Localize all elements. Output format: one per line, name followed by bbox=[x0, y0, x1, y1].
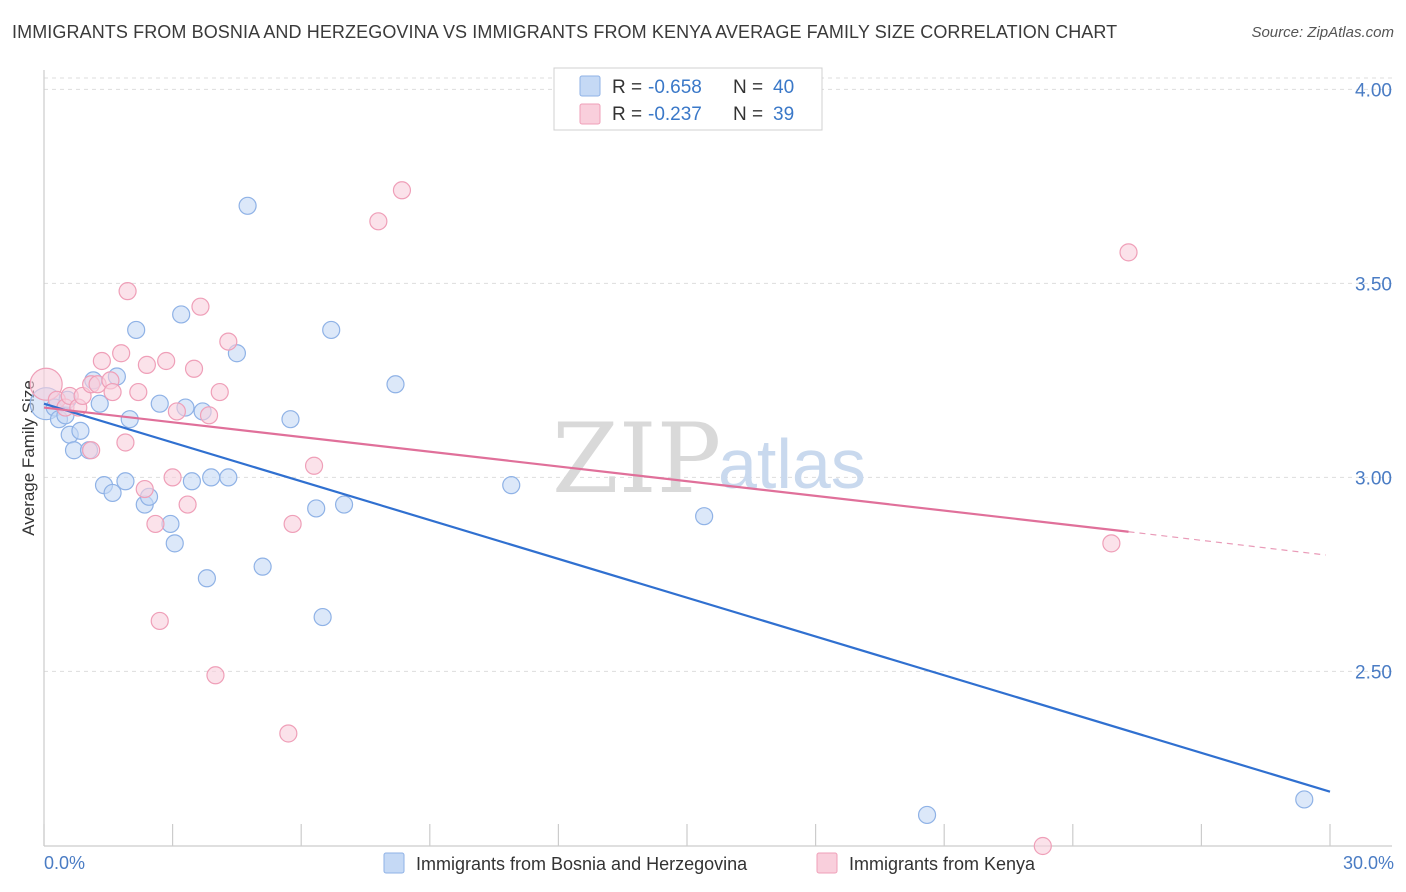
legend-n-value-bosnia: 40 bbox=[773, 77, 794, 98]
data-point bbox=[103, 483, 122, 503]
data-point bbox=[279, 724, 298, 743]
data-point bbox=[116, 472, 135, 491]
data-point bbox=[219, 332, 238, 351]
data-point bbox=[137, 355, 156, 374]
data-point bbox=[283, 514, 302, 534]
y-tick-label: 3.00 bbox=[1355, 468, 1392, 489]
data-point bbox=[199, 406, 219, 425]
legend-n-label-bosnia: N = bbox=[733, 77, 763, 98]
legend-swatch-kenya bbox=[579, 103, 601, 125]
data-point bbox=[502, 476, 521, 495]
watermark-atlas: atlas bbox=[718, 425, 866, 503]
data-point bbox=[135, 479, 154, 499]
data-point bbox=[322, 320, 341, 340]
y-axis-label: Average Family Size bbox=[19, 380, 38, 536]
data-point bbox=[184, 359, 204, 378]
data-point bbox=[118, 282, 137, 301]
bottom-legend-swatch-bosnia bbox=[383, 852, 405, 874]
data-point bbox=[116, 433, 135, 452]
data-point bbox=[150, 611, 169, 631]
data-point bbox=[103, 382, 122, 402]
data-point bbox=[129, 382, 148, 402]
y-tick-labels: 2.50 3.00 3.50 4.00 bbox=[1355, 80, 1392, 683]
data-point bbox=[163, 468, 182, 487]
data-point bbox=[182, 472, 201, 491]
trend-line bbox=[43, 406, 1129, 533]
bottom-legend-label-bosnia: Immigrants from Bosnia and Herzegovina bbox=[416, 854, 748, 874]
data-point bbox=[157, 351, 176, 371]
bottom-legend: Immigrants from Bosnia and Herzegovina I… bbox=[383, 852, 1036, 874]
data-point bbox=[191, 297, 210, 316]
legend-n-value-kenya: 39 bbox=[773, 104, 794, 125]
data-point bbox=[281, 410, 300, 429]
y-tick-label: 3.50 bbox=[1355, 274, 1392, 295]
data-point bbox=[917, 805, 937, 825]
data-point bbox=[1295, 790, 1314, 809]
bottom-legend-swatch-kenya bbox=[816, 852, 838, 874]
data-point bbox=[219, 468, 238, 487]
data-point bbox=[146, 514, 165, 534]
data-point bbox=[165, 534, 184, 553]
bottom-legend-label-kenya: Immigrants from Kenya bbox=[849, 854, 1036, 874]
data-point bbox=[1033, 836, 1052, 856]
trend-lines bbox=[43, 402, 1331, 793]
data-point bbox=[197, 569, 216, 588]
gridlines bbox=[44, 77, 1392, 672]
y-tick-label: 4.00 bbox=[1355, 80, 1392, 101]
legend-r-label-bosnia: R = bbox=[612, 77, 642, 98]
data-point bbox=[334, 495, 354, 514]
trend-line bbox=[43, 402, 1331, 793]
data-point bbox=[202, 468, 221, 487]
legend-r-value-bosnia: -0.658 bbox=[648, 77, 702, 98]
data-point bbox=[1102, 534, 1121, 553]
source-credit: Source: ZipAtlas.com bbox=[1251, 24, 1394, 41]
data-point bbox=[695, 507, 714, 526]
x-tick-label-min: 0.0% bbox=[44, 853, 85, 873]
legend-swatch-bosnia bbox=[579, 75, 601, 97]
y-tick-label: 2.50 bbox=[1355, 662, 1392, 683]
chart-title: IMMIGRANTS FROM BOSNIA AND HERZEGOVINA V… bbox=[12, 22, 1118, 42]
series-bosnia-points bbox=[29, 196, 1314, 825]
data-point bbox=[1119, 243, 1138, 262]
data-point bbox=[307, 499, 326, 518]
data-point bbox=[178, 495, 197, 514]
data-point bbox=[206, 666, 225, 685]
data-point bbox=[386, 375, 405, 394]
data-point bbox=[71, 421, 90, 440]
data-point bbox=[253, 557, 272, 576]
legend-n-label-kenya: N = bbox=[733, 104, 763, 125]
data-point bbox=[392, 181, 412, 200]
data-point bbox=[238, 196, 257, 215]
data-point bbox=[167, 402, 186, 421]
series-kenya-points bbox=[29, 181, 1138, 856]
x-tick-label-max: 30.0% bbox=[1343, 853, 1394, 873]
legend-r-value-kenya: -0.237 bbox=[648, 104, 702, 125]
data-point bbox=[127, 320, 146, 340]
data-point bbox=[90, 394, 109, 413]
data-point bbox=[92, 351, 111, 371]
axes bbox=[43, 70, 1392, 847]
data-point bbox=[210, 382, 229, 402]
data-point bbox=[172, 305, 191, 324]
legend-box: R = -0.658 N = 40 R = -0.237 N = 39 bbox=[553, 67, 823, 131]
legend-r-label-kenya: R = bbox=[612, 104, 642, 125]
data-point bbox=[112, 344, 131, 363]
data-point bbox=[369, 212, 388, 231]
watermark-zip: ZIP bbox=[552, 403, 721, 515]
data-point bbox=[150, 394, 169, 413]
data-point bbox=[313, 607, 332, 627]
data-point bbox=[82, 441, 101, 460]
data-point bbox=[120, 410, 139, 429]
trend-line-extension bbox=[1128, 531, 1326, 556]
data-point bbox=[304, 456, 324, 475]
watermark: ZIP atlas bbox=[552, 403, 866, 515]
